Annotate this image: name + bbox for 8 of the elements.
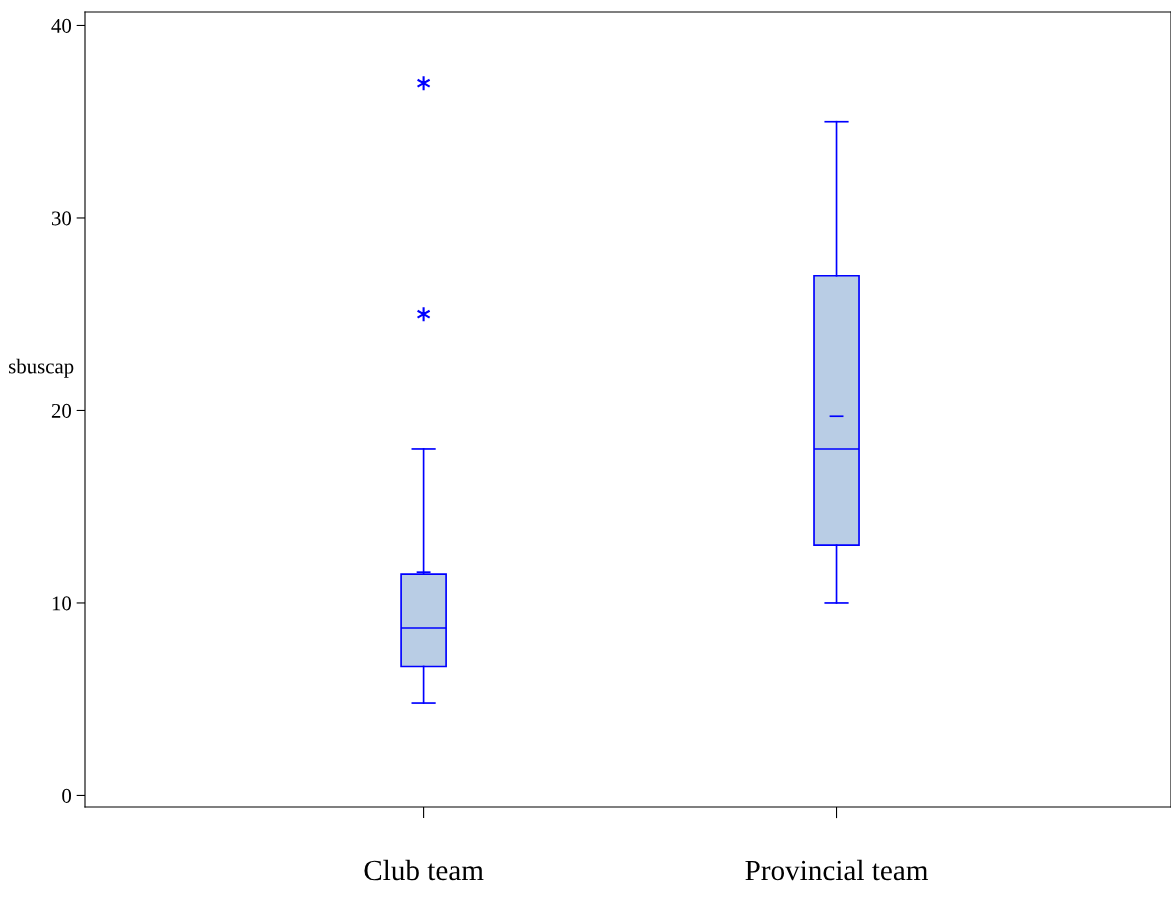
x-tick-label: Provincial team — [745, 859, 928, 881]
x-tick-label: Club team — [364, 859, 484, 881]
y-tick-label: 10 — [52, 596, 72, 611]
y-tick-label: 20 — [51, 403, 72, 418]
y-tick-label: 40 — [51, 18, 72, 33]
y-axis-title: sbuscap — [9, 358, 74, 378]
y-tick-label: 30 — [51, 211, 72, 226]
y-tick-label: 0 — [62, 788, 72, 803]
